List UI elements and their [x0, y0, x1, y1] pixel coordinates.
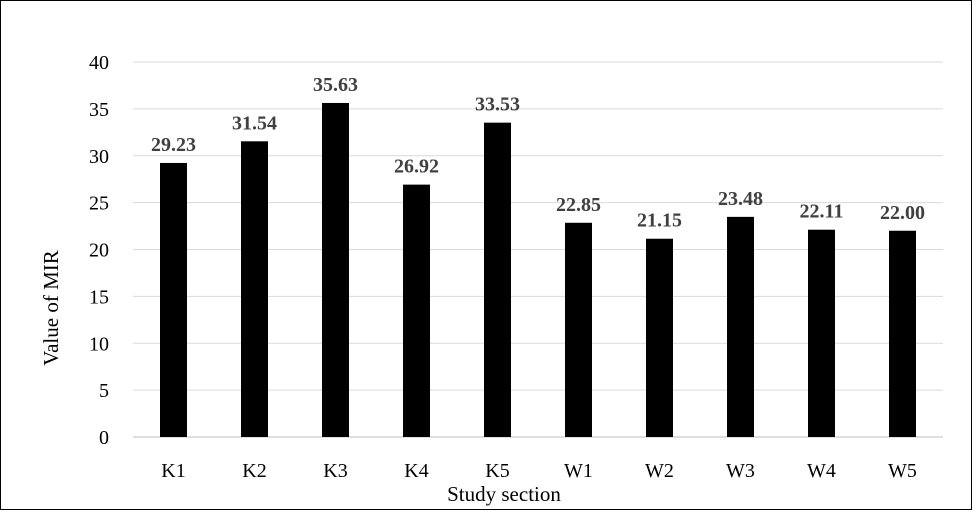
- bar-w3: [727, 216, 754, 437]
- data-label-k2: 31.54: [232, 112, 277, 134]
- data-label-w2: 21.15: [637, 210, 682, 232]
- bar-w1: [565, 222, 592, 437]
- data-label-k1: 29.23: [151, 134, 196, 156]
- y-tick-label: 10: [89, 333, 109, 355]
- x-tick-label: K5: [485, 460, 509, 482]
- data-label-w3: 23.48: [718, 188, 763, 210]
- y-axis-title: Value of MIR: [39, 250, 63, 365]
- y-tick-label: 20: [89, 240, 109, 262]
- data-label-w5: 22.00: [880, 202, 925, 224]
- x-tick-label: K3: [323, 460, 347, 482]
- data-label-w4: 22.11: [800, 201, 844, 223]
- y-tick-label: 5: [99, 380, 109, 402]
- x-tick-label: W4: [807, 460, 836, 482]
- x-axis-ticks: K1 K2 K3 K4 K5 W1 W2 W3 W4 W5: [161, 460, 917, 482]
- x-tick-label: W2: [645, 460, 674, 482]
- y-axis-ticks: 0 5 10 15 20 25 30 35 40: [89, 52, 109, 449]
- data-labels: 29.23 31.54 35.63 26.92 33.53 22.85 21.15 23.48…: [151, 74, 925, 232]
- y-tick-label: 40: [89, 52, 109, 74]
- x-tick-label: K2: [242, 460, 266, 482]
- x-tick-label: W1: [564, 460, 593, 482]
- y-tick-label: 0: [99, 427, 109, 449]
- x-tick-label: W5: [888, 460, 917, 482]
- data-label-w1: 22.85: [556, 194, 601, 216]
- x-axis-title: Study section: [447, 482, 561, 506]
- bars: [160, 102, 916, 437]
- bar-w5: [889, 230, 916, 437]
- bar-w2: [646, 238, 673, 437]
- x-tick-label: K4: [404, 460, 428, 482]
- y-tick-label: 15: [89, 286, 109, 308]
- bar-k4: [403, 184, 430, 437]
- bar-k3: [322, 102, 349, 437]
- bar-k1: [160, 162, 187, 437]
- y-tick-label: 30: [89, 146, 109, 168]
- data-label-k3: 35.63: [313, 74, 358, 96]
- bar-w4: [808, 229, 835, 437]
- bar-k5: [484, 122, 511, 437]
- x-tick-label: W3: [726, 460, 755, 482]
- bar-k2: [241, 141, 268, 437]
- data-label-k5: 33.53: [475, 94, 520, 116]
- x-tick-label: K1: [161, 460, 185, 482]
- y-tick-label: 35: [89, 99, 109, 121]
- y-tick-label: 25: [89, 193, 109, 215]
- data-label-k4: 26.92: [394, 156, 439, 178]
